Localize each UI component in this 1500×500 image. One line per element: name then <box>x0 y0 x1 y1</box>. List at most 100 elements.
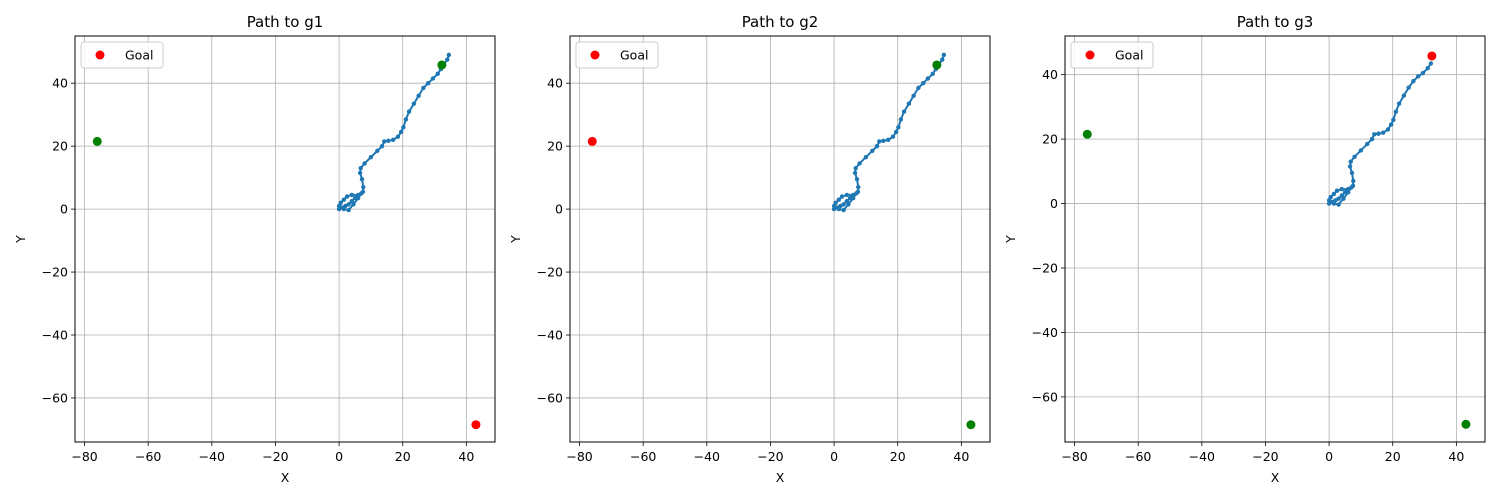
chart-2-y-axis-label: Y <box>508 235 523 244</box>
chart-3-path-point <box>1334 188 1340 193</box>
chart-3-goal-point <box>1427 51 1437 61</box>
chart-2-path-point <box>920 81 926 86</box>
chart-1-legend-box <box>80 41 164 69</box>
chart-1-path-point <box>445 57 450 62</box>
chart-1-green-point-0 <box>92 136 102 146</box>
chart-3-path-point <box>1336 196 1341 201</box>
chart-1-path-point <box>386 138 391 144</box>
chart-3-x-tick-label: 0 <box>1325 449 1333 464</box>
chart-1-x-tick-label: 0 <box>335 449 343 464</box>
chart-1-path-point <box>351 202 356 207</box>
chart-2-path-point <box>846 202 851 207</box>
chart-3-path-point <box>1331 191 1337 197</box>
chart-1-path-point <box>398 129 404 135</box>
chart-3-axes-frame <box>1064 35 1486 443</box>
chart-3-path-point <box>1349 170 1355 176</box>
chart-3-path-point <box>1339 186 1345 192</box>
chart-2-y-tick-label: 20 <box>547 139 563 154</box>
chart-3-path-point <box>1420 70 1426 76</box>
chart-2-x-tick-label: −40 <box>694 449 720 464</box>
chart-3-path-point <box>1351 178 1356 184</box>
chart-2-path-point <box>901 109 907 114</box>
chart-1: −80 −60 −40 −20 0 20 40 −60 −40 −20 0 20 40 Path to g… <box>13 13 496 485</box>
chart-3-path-point <box>1411 78 1416 84</box>
chart-1-legend: Goal <box>80 41 164 69</box>
chart-3: −80 −60 −40 −20 0 20 40 −60 −40 −20 0 20 40 Path to g… <box>1003 13 1486 485</box>
chart-1-path-point <box>425 81 431 86</box>
chart-1-path-point <box>430 76 436 81</box>
chart-2-title: Path to g2 <box>742 13 819 31</box>
chart-3-path-point <box>1425 66 1430 71</box>
chart-3-path-point <box>1376 131 1381 136</box>
chart-1-y-axis-label: Y <box>13 235 28 244</box>
chart-2-x-tick-label: 20 <box>890 449 906 464</box>
chart-3-legend-label: Goal <box>1115 48 1143 63</box>
chart-2: −80 −60 −40 −20 0 20 40 −60 −40 −20 0 20 40 Path to g… <box>508 13 991 485</box>
chart-1-path-point <box>403 117 409 122</box>
chart-2-path-point <box>854 177 860 182</box>
chart-2-path-point <box>836 197 842 202</box>
chart-3-x-tick-label: 20 <box>1385 449 1401 464</box>
chart-2-axes-frame <box>569 35 991 443</box>
chart-1-y-tick-label: −20 <box>42 265 68 280</box>
chart-2-green-point-0 <box>966 420 976 430</box>
chart-2-path-point <box>893 129 899 135</box>
chart-2-path-point <box>885 137 891 143</box>
chart-1-path-point <box>361 184 366 190</box>
chart-1-path-point <box>395 134 401 139</box>
chart-1-path-point <box>406 109 412 114</box>
chart-3-path-point <box>1385 127 1391 132</box>
chart-1-green-point-1 <box>437 60 447 70</box>
chart-1-path-point <box>390 137 396 143</box>
chart-3-x-tick-label: −20 <box>1252 449 1278 464</box>
chart-2-path-point <box>844 192 850 198</box>
chart-1-path-point <box>346 207 351 213</box>
chart-2-path-point <box>906 101 912 106</box>
chart-2-path-point <box>911 93 916 98</box>
chart-1-path-point <box>375 148 380 154</box>
chart-2-legend-marker <box>590 50 600 60</box>
chart-3-y-axis-label: Y <box>1003 235 1018 244</box>
chart-1-path-point <box>349 192 355 198</box>
chart-1-legend-marker <box>95 50 105 60</box>
chart-3-path-point <box>1391 117 1396 122</box>
chart-2-path-point <box>916 85 921 91</box>
chart-3-path-point <box>1428 61 1434 66</box>
chart-2-path-point <box>852 170 858 176</box>
chart-2-y-tick-label: −40 <box>537 327 563 342</box>
chart-1-y-tick-label: −60 <box>42 390 68 405</box>
chart-2-x-tick-label: 0 <box>830 449 838 464</box>
chart-3-legend: Goal <box>1070 41 1154 69</box>
chart-1-path-point <box>411 101 417 106</box>
chart-3-path-point <box>1372 132 1377 137</box>
chart-3-green-point-0 <box>1082 129 1092 139</box>
chart-3-path-point <box>1348 159 1353 164</box>
chart-3-path-point <box>1331 201 1337 206</box>
chart-1-x-tick-label: −60 <box>135 449 161 464</box>
chart-3-green-point-1 <box>1461 419 1471 429</box>
chart-3-path-point <box>1358 148 1364 153</box>
chart-2-x-tick-label: −80 <box>566 449 592 464</box>
chart-1-path-point <box>357 170 363 176</box>
chart-2-path-point <box>841 207 846 213</box>
chart-1-y-tick-label: −40 <box>42 327 68 342</box>
chart-3-path-point <box>1396 101 1402 106</box>
chart-3-path-point <box>1365 141 1370 147</box>
chart-1-title: Path to g1 <box>247 13 324 31</box>
chart-1-path-point <box>446 52 452 58</box>
chart-1-path-point <box>362 161 367 166</box>
chart-2-legend-label: Goal <box>620 48 648 63</box>
chart-3-x-tick-label: −40 <box>1189 449 1215 464</box>
chart-2-path-point <box>930 71 935 76</box>
chart-3-path-point <box>1345 190 1351 195</box>
chart-2-x-tick-label: −60 <box>630 449 656 464</box>
chart-1-path-point <box>379 143 385 149</box>
chart-3-y-tick-label: −60 <box>1032 389 1058 404</box>
chart-2-path-point <box>847 195 853 201</box>
chart-1-path-point <box>346 202 351 207</box>
chart-2-path-point <box>877 139 882 144</box>
chart-1-x-tick-label: 20 <box>395 449 411 464</box>
chart-2-path-point <box>853 165 858 171</box>
chart-2-legend: Goal <box>575 41 659 69</box>
